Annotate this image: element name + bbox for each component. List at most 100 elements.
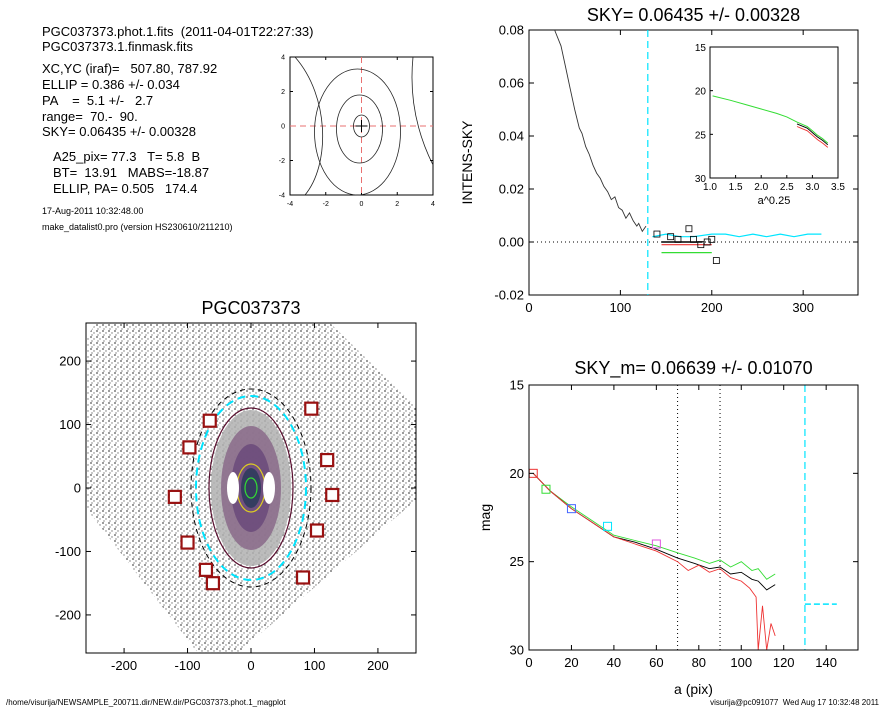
galaxy-green-contour <box>244 477 258 499</box>
contour-xtick-label: -2 <box>323 201 329 208</box>
inset-xtick-label: 3.5 <box>831 182 845 193</box>
mag-panel: SKY_m= 0.06639 +/- 0.01070 mag a (pix) 0 20 4… <box>477 358 859 697</box>
date-line: 17-Aug-2011 10:32:48.00 <box>42 206 144 216</box>
contour-ytick-label: -2 <box>279 158 285 165</box>
sky-xtick-label: 300 <box>792 300 814 315</box>
star-mask-box <box>325 487 340 503</box>
sky-frame <box>528 29 859 296</box>
contour-level-5 <box>411 56 434 166</box>
image-xtick-label: 0 <box>247 658 254 673</box>
star-mask-box <box>202 413 217 428</box>
inset-xtick-label: 2.5 <box>780 182 794 193</box>
sky-square-point <box>667 233 675 241</box>
image-xtick-label: -200 <box>111 658 137 673</box>
inset-ytick-label: 20 <box>695 87 707 98</box>
mag-series-green <box>532 472 776 580</box>
sky-profile-line <box>554 29 647 233</box>
mag-xtick-label: 40 <box>607 655 621 670</box>
inset-xtick-label: 1.5 <box>729 182 743 193</box>
mag-square-point <box>566 504 576 514</box>
inset-curve-red <box>796 126 829 148</box>
star-mask-box <box>309 523 325 538</box>
mag-square-point <box>541 484 551 494</box>
inset-curve-green <box>712 95 829 144</box>
file-line: PGC037373.phot.1.fits (2011-04-01T22:27:… <box>42 24 314 39</box>
contour-ytick-label: -4 <box>279 192 285 199</box>
image-xtick-label: 100 <box>304 658 326 673</box>
inset-xlabel: a^0.25 <box>758 195 791 207</box>
inset-ytick-label: 15 <box>695 43 707 54</box>
sky-square-point <box>708 235 716 243</box>
inset-xtick-label: 1.0 <box>703 182 717 193</box>
image-ytick-label: -100 <box>55 544 81 559</box>
image-panel: PGC037373 -200 -100 0 100 200 -200 -100 0 100 200 <box>55 298 417 673</box>
star-mask-box <box>167 489 182 504</box>
mag-title: SKY_m= 0.06639 +/- 0.01070 <box>574 358 812 379</box>
image-title: PGC037373 <box>201 298 300 318</box>
xcyc-line: XC,YC (iraf)= 507.80, 787.92 <box>42 61 218 76</box>
contour-ytick-label: 0 <box>281 123 285 130</box>
mag-xtick-label: 140 <box>815 655 837 670</box>
mask-line: PGC037373.1.finmask.fits <box>42 39 194 54</box>
sky-ylabel: INTENS-SKY <box>459 120 475 205</box>
star-mask-box <box>320 452 335 468</box>
ellip-line: ELLIP = 0.386 +/- 0.034 <box>42 77 180 92</box>
contour-xtick-label: 0 <box>360 201 364 208</box>
mag-ytick-label: 25 <box>510 554 524 569</box>
galaxy-body-3 <box>241 468 261 508</box>
image-ytick-label: 200 <box>59 354 81 369</box>
sky-ytick-label: 0.02 <box>499 182 524 197</box>
mag-xtick-label: 100 <box>730 655 752 670</box>
sky-ytick-label: 0.00 <box>499 235 524 250</box>
ellippa-line: ELLIP, PA= 0.505 174.4 <box>53 181 198 196</box>
contour-level-1 <box>353 114 370 138</box>
inset-ytick-label: 30 <box>695 174 707 185</box>
footer-user: visurija@pc091077 Wed Aug 17 10:32:48 20… <box>710 698 879 707</box>
sky-panel: 0 100 200 300 -0.02 0.00 0.02 0.04 0.06 0.08 SKY= … <box>459 5 859 315</box>
sky-ytick-label: 0.06 <box>499 76 524 91</box>
sky-ytick-label: -0.02 <box>494 288 524 303</box>
program-line: make_datalist0.pro (version HS230610/211… <box>42 222 233 232</box>
galaxy-mask-left <box>227 472 239 504</box>
contour-xtick-label: 2 <box>395 201 399 208</box>
contour-ytick-label: 2 <box>281 89 285 96</box>
bt-line: BT= 13.91 MABS=-18.87 <box>53 165 210 180</box>
image-ytick-label: 100 <box>59 417 81 432</box>
mag-xtick-label: 80 <box>692 655 706 670</box>
image-ytick-label: 0 <box>74 481 81 496</box>
image-ytick-label: -200 <box>55 607 81 622</box>
mag-series-red <box>532 472 776 651</box>
mag-ytick-label: 15 <box>510 378 524 393</box>
star-mask-box <box>295 570 311 585</box>
sky-xtick-label: 200 <box>701 300 723 315</box>
range-line: range= 70.- 90. <box>42 109 138 124</box>
mag-frame <box>528 384 859 651</box>
mag-ylabel: mag <box>477 504 493 531</box>
star-mask-box <box>304 401 319 416</box>
contour-level-4 <box>294 56 324 196</box>
mag-xtick-label: 0 <box>525 655 532 670</box>
image-xtick-label: -100 <box>175 658 201 673</box>
star-mask-box <box>198 562 214 577</box>
sky-line: SKY= 0.06435 +/- 0.00328 <box>42 124 196 139</box>
sky-xtick-label: 0 <box>525 300 532 315</box>
galaxy-cyan-ellipse <box>195 395 307 581</box>
image-xtick-label: 200 <box>367 658 389 673</box>
mag-xtick-label: 120 <box>773 655 795 670</box>
sky-square-point <box>712 257 720 264</box>
inset-curve-black <box>796 123 829 146</box>
mag-xlabel: a (pix) <box>674 681 713 697</box>
a25-line: A25_pix= 77.3 T= 5.8 B <box>53 149 201 164</box>
contour-xtick-label: 4 <box>431 201 435 208</box>
mag-xtick-label: 20 <box>564 655 578 670</box>
mag-ytick-label: 30 <box>510 643 524 658</box>
sky-ytick-label: 0.08 <box>499 23 524 38</box>
inset-ytick-label: 25 <box>695 130 707 141</box>
pa-line: PA = 5.1 +/- 2.7 <box>42 93 154 108</box>
footer-path: /home/visurija/NEWSAMPLE_200711.dir/NEW.… <box>6 698 286 707</box>
mag-square-point <box>651 539 661 549</box>
sky-square-point <box>674 235 682 243</box>
contour-ytick-label: 4 <box>281 54 285 61</box>
mag-square-point <box>603 521 613 531</box>
